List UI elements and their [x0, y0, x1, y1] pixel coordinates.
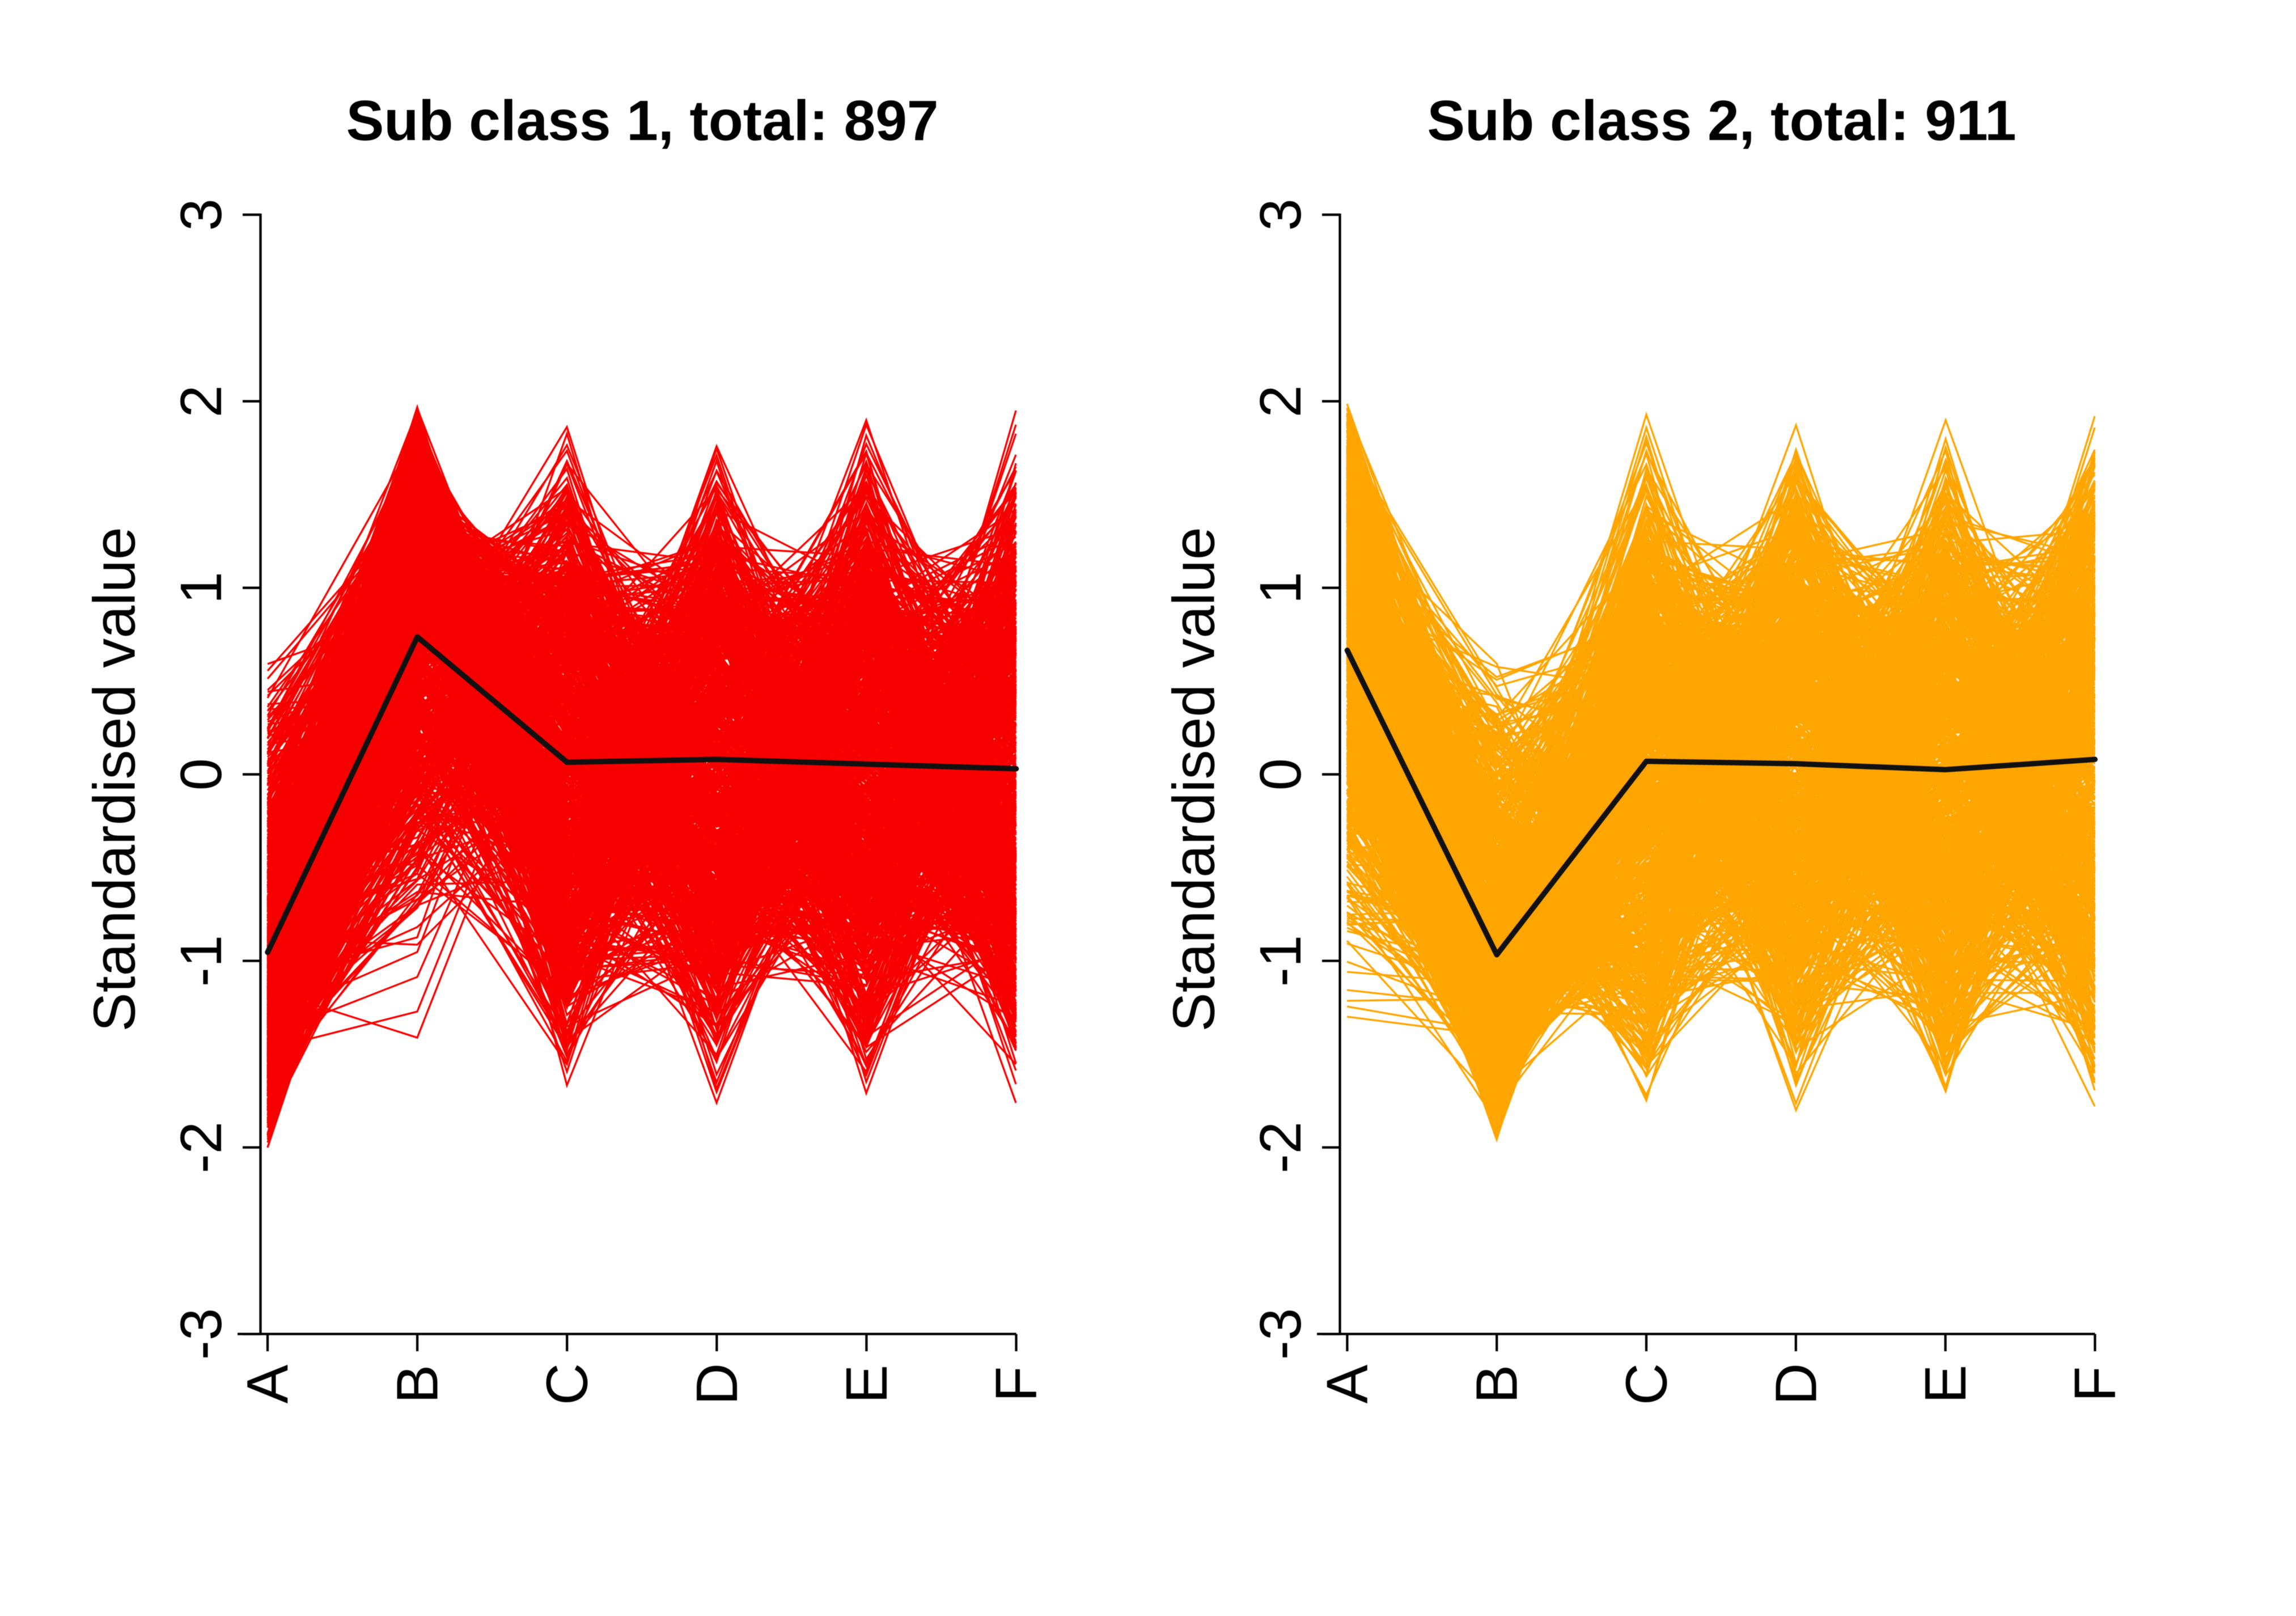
svg-text:E: E [1913, 1365, 1978, 1404]
svg-text:Standardised value: Standardised value [82, 527, 148, 1031]
svg-text:-3: -3 [1248, 1308, 1313, 1360]
svg-text:F: F [984, 1367, 1049, 1402]
svg-text:-1: -1 [168, 935, 234, 987]
svg-text:C: C [1614, 1363, 1679, 1405]
svg-text:1: 1 [1248, 572, 1313, 604]
svg-text:-2: -2 [1248, 1122, 1313, 1174]
svg-text:Standardised value: Standardised value [1162, 527, 1227, 1031]
svg-text:-2: -2 [168, 1122, 234, 1174]
svg-text:2: 2 [168, 385, 234, 417]
svg-text:Sub class 1, total: 897: Sub class 1, total: 897 [346, 89, 939, 153]
svg-text:0: 0 [1248, 758, 1313, 790]
svg-text:A: A [235, 1364, 300, 1403]
svg-text:3: 3 [1248, 198, 1313, 231]
svg-text:B: B [385, 1365, 450, 1404]
svg-text:3: 3 [168, 198, 234, 231]
svg-text:0: 0 [168, 758, 234, 790]
svg-text:1: 1 [168, 572, 234, 604]
svg-text:B: B [1464, 1365, 1530, 1404]
svg-text:2: 2 [1248, 385, 1313, 417]
svg-text:C: C [535, 1363, 600, 1405]
svg-text:Sub class 2, total: 911: Sub class 2, total: 911 [1427, 89, 2016, 153]
svg-text:F: F [2062, 1367, 2128, 1402]
svg-text:-1: -1 [1248, 935, 1313, 987]
svg-text:D: D [1763, 1363, 1828, 1405]
svg-text:E: E [834, 1365, 899, 1404]
svg-text:-3: -3 [168, 1308, 234, 1360]
svg-text:A: A [1315, 1364, 1380, 1403]
svg-text:D: D [684, 1363, 749, 1405]
